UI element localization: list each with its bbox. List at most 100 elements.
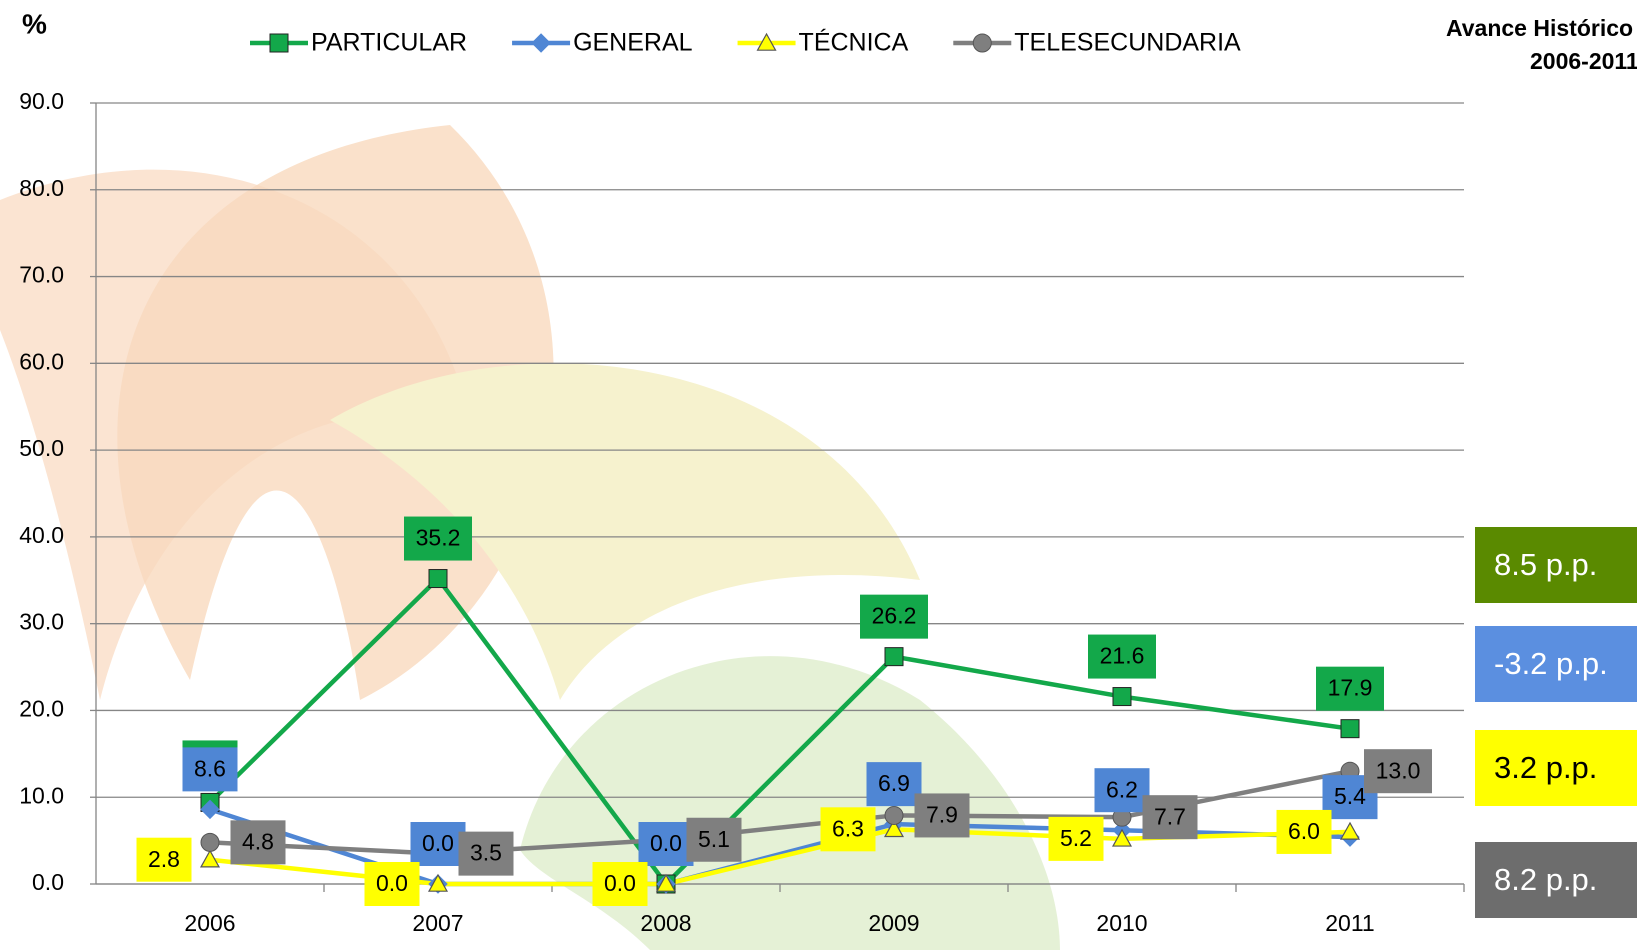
y-tick-label: 40.0 <box>19 522 64 548</box>
data-label-box <box>1364 749 1432 794</box>
marker <box>884 805 904 825</box>
legend-label: PARTICULAR <box>311 29 467 57</box>
marker <box>1111 828 1133 847</box>
annotation-text: -3.2 p.p. <box>1494 646 1608 681</box>
marker <box>269 33 289 53</box>
data-label-box <box>866 762 922 807</box>
annotation-box <box>1475 842 1637 918</box>
data-label: 26.2 <box>860 594 928 639</box>
data-label-text: 7.9 <box>926 802 958 828</box>
legend-label: TÉCNICA <box>799 28 909 57</box>
data-label: 0.0 <box>410 822 466 866</box>
annotation-text: 8.5 p.p. <box>1494 547 1597 582</box>
data-label: 8.6 <box>182 747 238 792</box>
marker <box>199 849 221 868</box>
data-label-box <box>1094 768 1150 813</box>
data-label: 2.8 <box>136 837 192 882</box>
chart-title: Avance Histórico <box>1446 15 1633 41</box>
annotation-box <box>1475 626 1637 702</box>
y-tick-label: 90.0 <box>19 88 64 114</box>
data-label-text: 6.9 <box>878 770 910 796</box>
data-label-text: 3.5 <box>470 840 502 866</box>
data-label: 7.9 <box>914 793 970 838</box>
data-label: 6.3 <box>820 807 876 852</box>
x-tick-label: 2008 <box>640 910 691 936</box>
data-label-box <box>230 820 286 865</box>
annotation-text: 8.2 p.p. <box>1494 862 1597 897</box>
data-label: 6.2 <box>1094 768 1150 813</box>
data-label-text: 5.4 <box>1334 783 1366 809</box>
marker <box>756 32 777 51</box>
y-axis-label: % <box>22 8 47 39</box>
chart-subtitle: 2006-2011 <box>1530 48 1637 74</box>
y-tick-label: 20.0 <box>19 696 64 722</box>
data-label-box <box>404 516 472 561</box>
annotation-box <box>1475 730 1637 806</box>
marker <box>883 819 905 838</box>
data-label-text: 8.6 <box>194 755 226 781</box>
data-label-text: 2.8 <box>148 846 180 872</box>
marker <box>884 647 904 667</box>
data-label-box <box>914 793 970 838</box>
data-label: 7.7 <box>1142 795 1198 840</box>
data-label: 3.5 <box>458 831 514 876</box>
data-label-text: 17.9 <box>1328 675 1373 701</box>
data-label-box <box>860 594 928 639</box>
data-label-text: 6.0 <box>1288 818 1320 844</box>
data-label-text: 5.1 <box>698 826 730 852</box>
y-tick-label: 30.0 <box>19 609 64 635</box>
y-tick-label: 60.0 <box>19 348 64 374</box>
data-label: 5.1 <box>686 817 742 862</box>
data-label-box <box>592 862 648 906</box>
data-label: 13.0 <box>1364 749 1432 794</box>
y-tick-label: 80.0 <box>19 175 64 201</box>
data-label-box <box>182 747 238 792</box>
data-label-box <box>1142 795 1198 840</box>
data-label: 17.9 <box>1316 666 1384 711</box>
data-label-box <box>410 822 466 866</box>
data-label-box <box>1088 634 1156 679</box>
x-tick-label: 2009 <box>868 910 919 936</box>
x-tick-label: 2007 <box>412 910 463 936</box>
data-label-text: 6.2 <box>1106 776 1138 802</box>
x-tick-label: 2011 <box>1325 910 1374 936</box>
data-label: 0.0 <box>592 862 648 906</box>
data-label: 4.8 <box>230 820 286 865</box>
data-label-box <box>1048 816 1104 861</box>
y-tick-label: 50.0 <box>19 435 64 461</box>
data-label-text: 35.2 <box>416 525 461 551</box>
marker <box>1340 719 1360 739</box>
x-tick-label: 2010 <box>1096 910 1147 936</box>
data-label-box <box>1316 666 1384 711</box>
data-label-box <box>1276 809 1332 854</box>
data-label: 21.6 <box>1088 634 1156 679</box>
annotation-text: 3.2 p.p. <box>1494 750 1597 785</box>
data-label-box <box>686 817 742 862</box>
data-label-box <box>136 837 192 882</box>
data-label: 35.2 <box>404 516 472 561</box>
data-label-box <box>364 862 420 906</box>
marker <box>655 873 677 892</box>
data-label-text: 0.0 <box>604 870 636 896</box>
data-label: 0.0 <box>364 862 420 906</box>
y-tick-label: 70.0 <box>19 262 64 288</box>
y-tick-label: 10.0 <box>19 782 64 808</box>
data-label-box <box>638 822 694 866</box>
data-label: 6.9 <box>866 762 922 807</box>
data-label-text: 4.8 <box>242 828 274 854</box>
y-tick-label: 0.0 <box>32 869 64 895</box>
marker <box>972 33 992 53</box>
data-label-text: 26.2 <box>872 603 917 629</box>
marker <box>200 799 220 820</box>
annotation-box <box>1475 527 1637 603</box>
data-label-text: 0.0 <box>422 830 454 856</box>
data-label-box <box>458 831 514 876</box>
marker <box>1339 821 1361 840</box>
series-line <box>208 576 1351 887</box>
data-label: 6.0 <box>1276 809 1332 854</box>
data-label-text: 21.6 <box>1100 643 1145 669</box>
marker <box>427 873 449 892</box>
legend-label: TELESECUNDARIA <box>1014 29 1241 57</box>
data-label-text: 5.2 <box>1060 825 1092 851</box>
